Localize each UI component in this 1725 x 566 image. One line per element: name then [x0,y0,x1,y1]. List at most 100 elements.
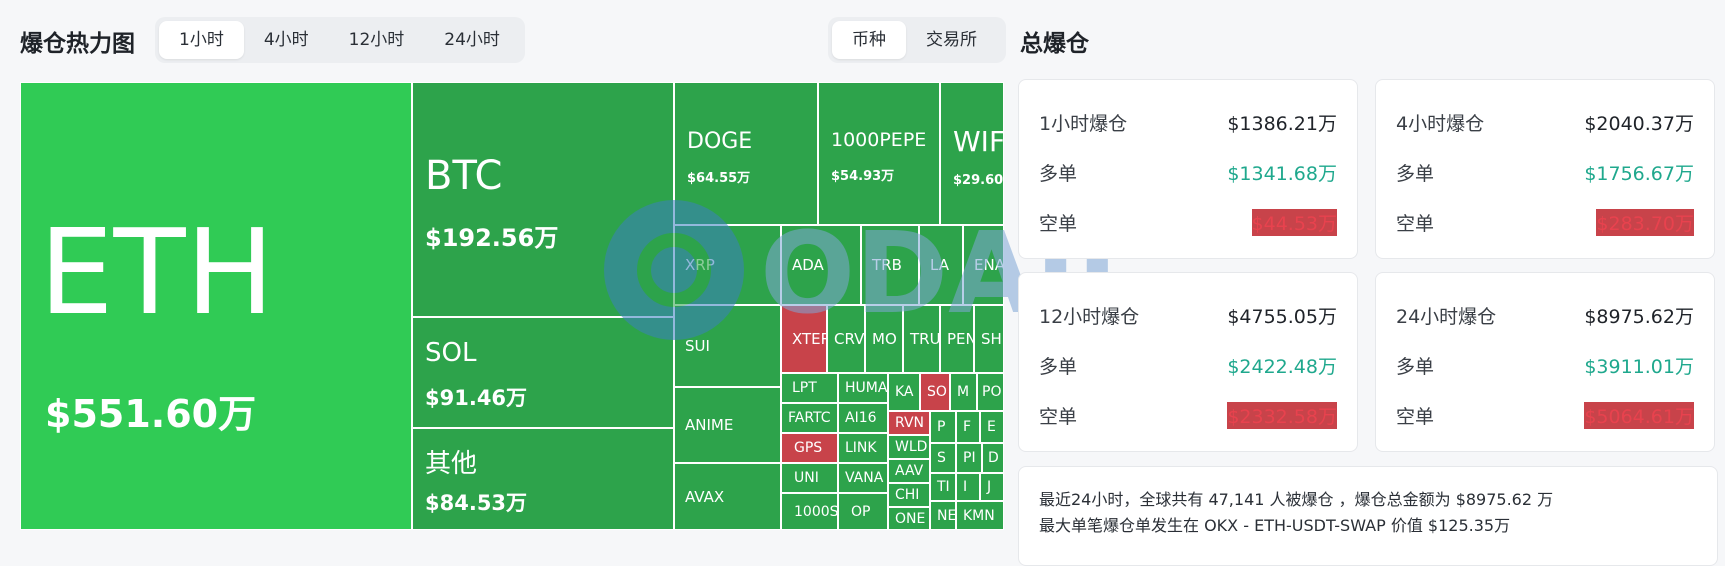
card-label: 24小时爆仓 [1396,305,1497,328]
card-label: 12小时爆仓 [1039,305,1140,328]
tile-wif[interactable]: WIF $29.60万 [940,82,1004,225]
tile-sui[interactable]: SUI [674,305,781,387]
tile-name: KA [895,384,914,400]
tile-name: KMN [963,507,995,524]
tile-wld[interactable]: WLD [888,435,930,459]
tile-name: CRV [834,330,865,348]
tile-name: J [987,479,992,495]
total-card-24h: 24小时爆仓 $8975.62万 多单 $3911.01万 空单 $5064.61万 [1375,272,1715,452]
tile-j[interactable]: J [980,473,1004,501]
tile-la[interactable]: LA [919,225,963,305]
tile-vana[interactable]: VANA [838,463,888,493]
tile-eth[interactable]: ETH $551.60万 [20,82,412,530]
tile-name: ENA [974,256,1004,274]
tile-value: $84.53万 [425,491,528,515]
tile-mo[interactable]: MO [865,305,903,373]
short-label: 空单 [1039,212,1078,235]
card-label: 1小时爆仓 [1039,112,1128,135]
tile-name: LINK [845,440,877,456]
tile-f[interactable]: F [956,411,980,443]
tile-link[interactable]: LINK [838,433,888,463]
tile-name: WIF [953,125,1004,158]
card-total: $4755.05万 [1227,305,1337,328]
tile-name: ONE [895,510,926,527]
tile-name: CHI [895,487,920,503]
tile-ne[interactable]: NE [930,501,956,530]
tile-p[interactable]: P [930,411,956,443]
tile-kmn[interactable]: KMN [956,501,1004,530]
tile-pi[interactable]: PI [956,443,982,473]
long-label: 多单 [1396,355,1435,378]
tile-name: TI [937,479,950,495]
tile-po[interactable]: PO [977,373,1004,411]
tile-gps[interactable]: GPS [781,433,838,463]
long-value: $1341.68万 [1227,162,1337,185]
short-label: 空单 [1396,212,1435,235]
tile-name: DOGE [687,129,753,154]
group-tabs: 币种 交易所 [828,17,1006,63]
summary-line-2: 最大单笔爆仓单发生在 OKX - ETH-USDT-SWAP 价值 $125.3… [1039,516,1511,535]
tile-uni[interactable]: UNI [781,463,838,493]
tile-avax[interactable]: AVAX [674,463,781,530]
tile-trb[interactable]: TRB [861,225,919,305]
totals-title: 总爆仓 [1020,31,1089,57]
total-card-1h: 1小时爆仓 $1386.21万 多单 $1341.68万 空单 $44.53万 [1018,79,1358,259]
tile-ka[interactable]: KA [888,373,920,411]
tile-1000pepe[interactable]: 1000PEPE $54.93万 [818,82,940,225]
tile-value: $54.93万 [831,169,895,184]
tile-huma[interactable]: HUMA [838,373,888,403]
tile-xter[interactable]: XTER [781,305,827,373]
tile-d[interactable]: D [982,443,1004,473]
tile-pen[interactable]: PEN [940,305,974,373]
tile-ai16[interactable]: AI16 [838,403,888,433]
tile-tru[interactable]: TRU [903,305,940,373]
tile-e[interactable]: E [980,411,1004,443]
tile-others[interactable]: 其他 $84.53万 [412,428,674,530]
tile-name: WLD [895,439,928,455]
tile-value: $91.46万 [425,386,528,410]
tile-so[interactable]: SO [920,373,950,411]
tile-name: GPS [794,440,823,456]
tile-rvn[interactable]: RVN [888,411,930,435]
tile-sh[interactable]: SH [974,305,1004,373]
tile-name: P [937,419,946,435]
tab-coin[interactable]: 币种 [832,21,906,59]
tile-name: 1000SH [794,503,838,520]
tile-anime[interactable]: ANIME [674,387,781,463]
long-label: 多单 [1039,162,1078,185]
long-label: 多单 [1396,162,1435,185]
tab-exchange[interactable]: 交易所 [926,30,977,50]
tile-s[interactable]: S [930,443,956,473]
tile-ena[interactable]: ENA [963,225,1004,305]
heatmap-title: 爆仓热力图 [20,31,135,57]
tile-op[interactable]: OP [838,493,888,530]
tile-btc[interactable]: BTC $192.56万 [412,82,674,317]
tile-crv[interactable]: CRV [827,305,865,373]
tile-sol[interactable]: SOL $91.46万 [412,317,674,428]
tile-value: $29.60万 [953,173,1004,188]
tile-xrp[interactable]: XRP [674,225,781,305]
tile-m[interactable]: M [950,373,977,411]
short-label: 空单 [1039,405,1078,428]
tile-one[interactable]: ONE [888,507,930,530]
tile-fartc[interactable]: FARTC [781,403,838,433]
tab-4h[interactable]: 4小时 [263,30,309,50]
tile-ada[interactable]: ADA [781,225,861,305]
tile-aav[interactable]: AAV [888,459,930,483]
tile-name: PI [963,450,976,466]
tile-name: SH [981,330,1002,348]
tab-24h[interactable]: 24小时 [444,30,500,50]
tile-name: S [937,450,946,466]
tile-name: LA [930,256,949,274]
long-value: $3911.01万 [1584,355,1694,378]
tile-chi[interactable]: CHI [888,483,930,507]
tile-ti[interactable]: TI [930,473,956,501]
short-value: $2332.58万 [1227,401,1337,429]
tile-value: $64.55万 [687,171,751,186]
tile-lpt[interactable]: LPT [781,373,838,403]
tile-i[interactable]: I [956,473,980,501]
tile-1000sh[interactable]: 1000SH [781,493,838,530]
tile-doge[interactable]: DOGE $64.55万 [674,82,818,225]
tab-1h[interactable]: 1小时 [159,21,244,59]
tab-12h[interactable]: 12小时 [348,30,405,50]
